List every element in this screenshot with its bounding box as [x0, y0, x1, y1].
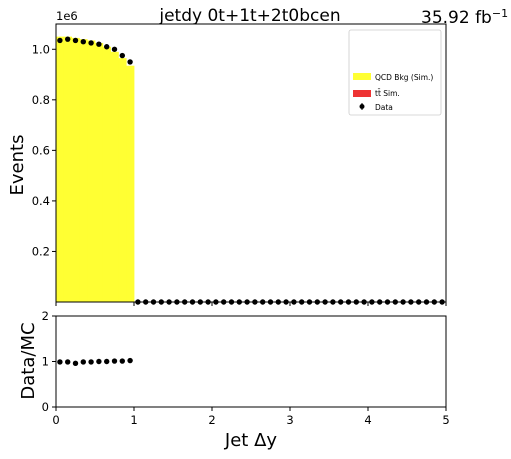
- data-point: [88, 40, 94, 46]
- ratio-point: [111, 358, 118, 364]
- legend-data-marker: [359, 104, 365, 109]
- main-bars: [56, 36, 135, 303]
- x-tick-label: 2: [208, 413, 215, 427]
- main-y-axis-title: Events: [7, 135, 28, 196]
- qcd-bar: [63, 36, 72, 303]
- ratio-y-axis-title: Data/MC: [18, 322, 39, 399]
- ratio-y-tick-label: 2: [42, 309, 49, 323]
- ratio-y-tick-label: 1: [42, 355, 49, 369]
- x-tick-label: 4: [364, 413, 371, 427]
- data-point: [119, 52, 126, 59]
- ratio-y-ticks: 0 1 2: [42, 309, 56, 414]
- main-panel: 0.2 0.4 0.6 0.8 1.0 1e6 Events: [7, 9, 447, 306]
- qcd-bar: [102, 46, 111, 302]
- ratio-panel: 0 1 2 0 1 2 3 4 5 Data/MC Jet Δy: [18, 309, 450, 451]
- ratio-y-tick-label: 0: [42, 400, 49, 414]
- x-tick-label: 5: [442, 413, 449, 427]
- data-point: [127, 59, 133, 65]
- legend-label-qcd: QCD Bkg (Sim.): [375, 73, 433, 82]
- data-point: [57, 37, 63, 44]
- y-tick-label: 0.8: [32, 93, 50, 107]
- ratio-point: [104, 358, 110, 365]
- qcd-bar: [87, 40, 96, 302]
- x-tick-label: 0: [52, 413, 59, 427]
- legend: QCD Bkg (Sim.) tt̄ Sim. Data: [348, 29, 442, 116]
- ratio-point: [119, 358, 126, 364]
- ratio-point: [65, 359, 71, 365]
- data-point: [72, 37, 79, 44]
- qcd-bar: [79, 39, 88, 302]
- data-point: [65, 36, 71, 42]
- x-tick-label: 3: [286, 413, 293, 427]
- legend-label-ttbar: tt̄ Sim.: [375, 89, 400, 98]
- y-tick-label: 1.0: [32, 42, 50, 56]
- data-point: [80, 38, 87, 45]
- ratio-point: [127, 357, 133, 364]
- qcd-bar: [110, 51, 119, 302]
- chart-title: jetdy 0t+1t+2t0bcen: [158, 6, 340, 26]
- ratio-point: [88, 359, 94, 365]
- ratio-point: [72, 360, 79, 367]
- qcd-bar: [71, 37, 80, 303]
- ratio-point: [80, 359, 87, 365]
- ratio-point: [57, 359, 63, 365]
- main-x-ticks: [55, 302, 447, 306]
- data-point: [104, 44, 110, 50]
- legend-swatch-qcd: [353, 73, 371, 80]
- main-axes-frame: [55, 23, 447, 303]
- qcd-bar: [118, 58, 127, 303]
- qcd-bar: [56, 36, 65, 303]
- x-tick-label: 1: [130, 413, 137, 427]
- ratio-point: [96, 358, 102, 365]
- data-point: [111, 46, 118, 52]
- y-tick-label: 0.6: [32, 143, 50, 157]
- ratio-points: [57, 357, 133, 367]
- legend-label-data: Data: [375, 103, 393, 112]
- data-point: [96, 41, 102, 47]
- y-scale-multiplier: 1e6: [56, 9, 78, 23]
- legend-swatch-ttbar: [353, 90, 371, 97]
- qcd-bar: [95, 42, 104, 303]
- luminosity-label: 35.92 fb−1: [421, 7, 508, 28]
- main-y-ticks: 0.2 0.4 0.6 0.8 1.0: [32, 42, 56, 258]
- legend-box: [348, 29, 442, 116]
- ratio-x-ticks: 0 1 2 3 4 5: [52, 407, 450, 427]
- x-axis-title: Jet Δy: [224, 430, 277, 451]
- y-tick-label: 0.2: [32, 244, 50, 258]
- qcd-bar: [126, 65, 135, 302]
- y-tick-label: 0.4: [32, 194, 50, 208]
